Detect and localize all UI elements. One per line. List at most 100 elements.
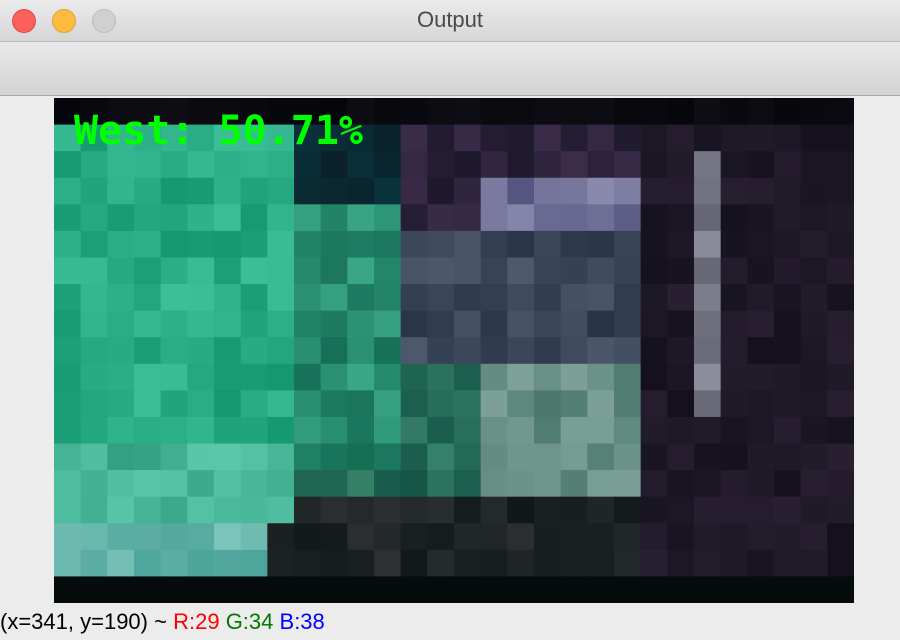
image-pixel: [560, 523, 588, 551]
image-pixel: [640, 523, 668, 551]
pixelated-image: [54, 98, 854, 603]
image-pixel: [80, 257, 108, 285]
image-pixel: [694, 177, 722, 205]
image-pixel: [747, 177, 775, 205]
image-pixel: [587, 257, 615, 285]
image-pixel: [267, 257, 295, 285]
image-pixel: [54, 257, 82, 285]
cursor-coordinates: (x=341, y=190) ~: [0, 609, 167, 634]
image-pixel: [267, 523, 295, 551]
image-pixel: [560, 177, 588, 205]
overlay-text: West: 50.71%: [74, 108, 363, 154]
image-pixel: [587, 470, 615, 498]
image-pixel: [400, 496, 428, 524]
image-pixel: [694, 257, 722, 285]
toolbar: [0, 42, 900, 96]
image-pixel: [640, 230, 668, 259]
image-pixel: [587, 390, 615, 418]
image-pixel: [587, 416, 615, 445]
image-pixel: [374, 470, 402, 498]
image-pixel: [800, 390, 828, 418]
image-pixel: [747, 390, 775, 418]
image-pixel: [507, 549, 535, 578]
image-pixel: [187, 151, 215, 179]
image-pixel: [54, 416, 82, 445]
image-pixel: [720, 523, 748, 551]
image-pixel: [454, 363, 482, 391]
image-pixel: [320, 443, 348, 471]
image-pixel: [134, 177, 162, 205]
image-pixel: [774, 151, 802, 179]
image-pixel: [400, 284, 428, 312]
image-pixel: [214, 470, 242, 498]
image-pixel: [827, 443, 854, 471]
image-pixel: [400, 443, 428, 471]
image-pixel: [774, 124, 802, 152]
image-pixel: [480, 470, 508, 498]
image-pixel: [640, 496, 668, 524]
image-pixel: [427, 98, 455, 126]
image-pixel: [347, 124, 375, 152]
image-pixel: [667, 177, 695, 205]
image-pixel: [800, 496, 828, 524]
image-pixel: [107, 310, 135, 338]
image-pixel: [774, 390, 802, 418]
image-pixel: [640, 390, 668, 418]
image-canvas[interactable]: West: 50.71%: [54, 98, 854, 603]
image-pixel: [400, 177, 428, 205]
title-bar[interactable]: Output: [0, 0, 900, 42]
image-pixel: [427, 549, 455, 578]
image-pixel: [347, 496, 375, 524]
image-pixel: [640, 124, 668, 152]
image-pixel: [294, 124, 322, 152]
image-pixel: [320, 310, 348, 338]
image-pixel: [560, 98, 588, 126]
image-pixel: [800, 416, 828, 445]
image-pixel: [134, 576, 162, 603]
image-pixel: [320, 98, 348, 126]
image-pixel: [614, 416, 642, 445]
image-pixel: [720, 177, 748, 205]
maximize-button[interactable]: [92, 9, 116, 33]
image-pixel: [160, 98, 188, 126]
image-pixel: [827, 363, 854, 391]
image-pixel: [560, 496, 588, 524]
image-pixel: [614, 310, 642, 338]
image-pixel: [454, 310, 482, 338]
image-pixel: [134, 230, 162, 259]
minimize-button[interactable]: [52, 9, 76, 33]
image-pixel: [507, 151, 535, 179]
image-pixel: [160, 496, 188, 524]
image-pixel: [427, 416, 455, 445]
image-pixel: [667, 443, 695, 471]
image-pixel: [134, 98, 162, 126]
image-pixel: [507, 390, 535, 418]
image-pixel: [694, 496, 722, 524]
image-pixel: [320, 204, 348, 232]
image-pixel: [827, 124, 854, 152]
image-pixel: [160, 257, 188, 285]
image-pixel: [694, 204, 722, 232]
image-pixel: [667, 523, 695, 551]
image-pixel: [320, 177, 348, 205]
image-pixel: [454, 470, 482, 498]
image-pixel: [800, 98, 828, 126]
image-pixel: [160, 549, 188, 578]
image-pixel: [560, 337, 588, 365]
image-pixel: [614, 470, 642, 498]
image-pixel: [107, 470, 135, 498]
image-pixel: [187, 576, 215, 603]
image-pixel: [214, 284, 242, 312]
image-pixel: [694, 576, 722, 603]
image-pixel: [560, 443, 588, 471]
image-pixel: [347, 257, 375, 285]
image-pixel: [427, 496, 455, 524]
image-pixel: [374, 230, 402, 259]
close-button[interactable]: [12, 9, 36, 33]
image-pixel: [720, 257, 748, 285]
image-pixel: [187, 470, 215, 498]
image-pixel: [107, 496, 135, 524]
image-pixel: [267, 230, 295, 259]
image-pixel: [427, 124, 455, 152]
